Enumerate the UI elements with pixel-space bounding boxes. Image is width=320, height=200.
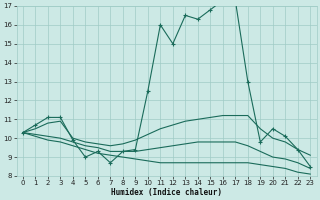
- X-axis label: Humidex (Indice chaleur): Humidex (Indice chaleur): [111, 188, 222, 197]
